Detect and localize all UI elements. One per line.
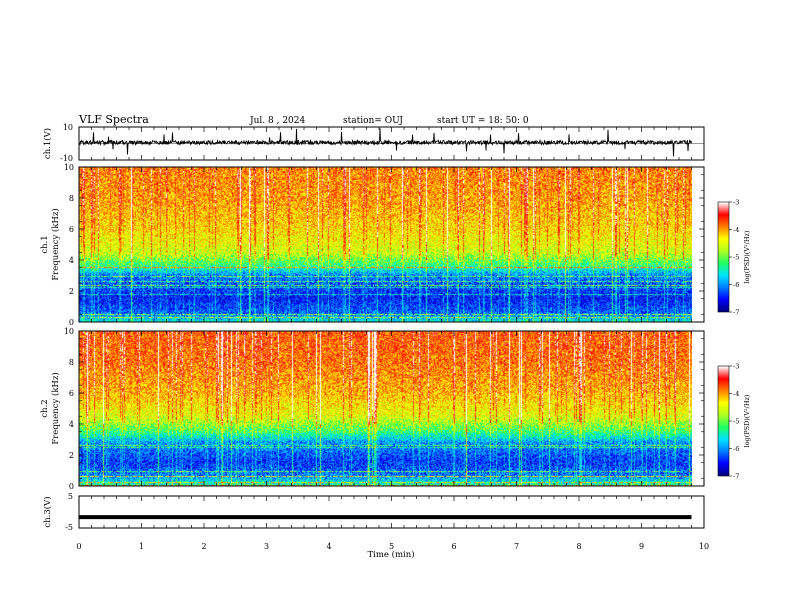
- start-time-label: start UT = 18: 50: 0: [437, 116, 529, 126]
- figure-title: VLF Spectra: [78, 113, 149, 126]
- time-tick-label: 4: [326, 542, 331, 551]
- ch1-colorbar-ticks: -3 -4 -5 -6 -7: [729, 199, 739, 317]
- date-label: Jul. 8 , 2024: [249, 116, 305, 126]
- ch1-colorbar: -3 -4 -5 -6 -7 log(PSD)(V²/Hz): [717, 199, 751, 317]
- ch1-trace-line: [78, 128, 692, 157]
- freq-tick-label: 8: [69, 194, 74, 203]
- freq-tick-label: 10: [64, 327, 74, 336]
- ch1-ytick-bottom: -10: [60, 154, 73, 163]
- colorbar-tick-label: -6: [733, 445, 739, 453]
- ch1-colorbar-label: log(PSD)(V²/Hz): [743, 230, 751, 283]
- ch2-spectrogram-image: [79, 331, 692, 486]
- ch2-spectrogram-frame: [78, 330, 705, 487]
- ch1-colorbar-gradient: [718, 202, 729, 312]
- time-tick-label: 9: [639, 542, 644, 551]
- ch1-channel-label: ch.1: [40, 235, 50, 253]
- freq-tick-label: 4: [69, 420, 74, 429]
- ch2-channel-label: ch.2: [40, 399, 50, 417]
- ch2-freq-axis-label: Frequency (kHz): [50, 372, 61, 444]
- freq-tick-label: 10: [64, 163, 74, 172]
- time-tick-label: 7: [514, 542, 519, 551]
- time-tick-label: 3: [264, 542, 269, 551]
- ch1-spectrogram-panel: 0 2 4 6 8 10 ch.1 Frequency (kHz): [40, 163, 705, 327]
- time-tick-label: 2: [201, 542, 206, 551]
- time-tick-label: 6: [451, 542, 456, 551]
- ch2-colorbar-ticks: -3 -4 -5 -6 -7: [729, 363, 739, 481]
- colorbar-tick-label: -6: [733, 281, 739, 289]
- freq-tick-label: 6: [69, 389, 74, 398]
- colorbar-tick-label: -7: [733, 473, 739, 481]
- ch2-colorbar-gradient: [718, 366, 729, 476]
- time-tick-label: 10: [699, 542, 709, 551]
- ch1-spectrogram-image: [79, 167, 692, 322]
- ch2-colorbar: -3 -4 -5 -6 -7 log(PSD)(V²/Hz): [717, 363, 751, 481]
- freq-tick-label: 0: [69, 318, 74, 327]
- ch2-freq-tick-labels: 0 2 4 6 8 10: [64, 327, 74, 491]
- ch1-spectrogram-frame: [78, 166, 705, 323]
- colorbar-tick-label: -3: [733, 363, 739, 371]
- ch3-ytick-top: 5: [68, 492, 73, 501]
- time-tick-label: 1: [139, 542, 144, 551]
- ch1-freq-tick-labels: 0 2 4 6 8 10: [64, 163, 74, 327]
- time-tick-label: 8: [576, 542, 581, 551]
- time-tick-label: 5: [389, 542, 394, 551]
- time-tick-label: 0: [76, 542, 81, 551]
- ch3-waveform-frame: [78, 495, 705, 529]
- freq-tick-label: 4: [69, 256, 74, 265]
- ch2-colorbar-label: log(PSD)(V²/Hz): [743, 394, 751, 447]
- time-axis-tick-labels: 0 1 2 3 4 5 6 7 8 9 10: [76, 542, 709, 551]
- ch1-ytick-top: 10: [63, 123, 73, 132]
- station-label: station= OUJ: [343, 116, 403, 126]
- ch1-waveform-ylabel: ch.1(V): [42, 128, 53, 159]
- freq-tick-label: 8: [69, 358, 74, 367]
- colorbar-tick-label: -7: [733, 309, 739, 317]
- ch1-waveform-frame: [78, 126, 705, 161]
- freq-tick-label: 2: [69, 287, 74, 296]
- ch3-ytick-bottom: -5: [65, 523, 73, 532]
- ch2-spectrogram-panel: 0 2 4 6 8 10 ch.2 Frequency (kHz): [40, 327, 705, 491]
- colorbar-tick-label: -3: [733, 199, 739, 207]
- colorbar-tick-label: -4: [733, 390, 739, 398]
- freq-tick-label: 0: [69, 482, 74, 491]
- colorbar-tick-label: -4: [733, 226, 739, 234]
- ch3-waveform-ylabel: ch.3(V): [42, 496, 53, 527]
- ch1-waveform-panel: 10 -10 ch.1(V): [42, 123, 705, 163]
- ch3-waveform-panel: 5 -5 ch.3(V): [42, 492, 705, 532]
- ch1-freq-axis-label: Frequency (kHz): [50, 208, 61, 280]
- colorbar-tick-label: -5: [733, 254, 739, 262]
- freq-tick-label: 2: [69, 451, 74, 460]
- colorbar-tick-label: -5: [733, 418, 739, 426]
- time-axis-label: Time (min): [367, 549, 414, 560]
- freq-tick-label: 6: [69, 225, 74, 234]
